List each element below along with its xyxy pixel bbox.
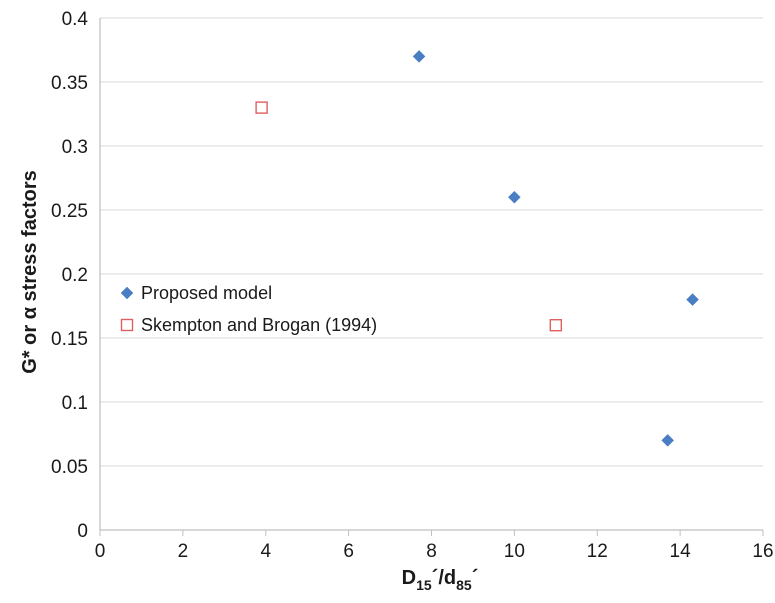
x-axis-title-main: D <box>402 567 416 589</box>
x-tick-label: 2 <box>178 541 189 562</box>
x-axis-title-sub1: 15 <box>416 577 432 593</box>
x-axis-title: D15´/d85´ <box>402 567 479 593</box>
proposed-model-point <box>412 50 426 63</box>
data-points <box>255 50 699 447</box>
legend-label: Proposed model <box>141 283 272 303</box>
y-tick-label: 0.25 <box>51 201 88 222</box>
x-tick-label: 16 <box>752 541 773 562</box>
y-tick-label: 0.35 <box>51 73 88 94</box>
legend-marker <box>120 286 134 300</box>
y-tick-label: 0.05 <box>51 457 88 478</box>
x-tick-label: 12 <box>587 541 608 562</box>
gridlines <box>100 17 763 467</box>
skempton-brogan-point <box>255 101 268 114</box>
x-tick-label: 8 <box>426 541 437 562</box>
x-tick-label: 14 <box>670 541 692 562</box>
x-axis-title-mid: ´/d <box>432 567 456 589</box>
proposed-model-point <box>686 293 699 306</box>
x-axis-title-sub2: 85 <box>456 577 472 593</box>
legend-label: Skempton and Brogan (1994) <box>141 315 377 335</box>
x-axis-title-end: ´ <box>472 567 479 589</box>
x-tick-label: 0 <box>95 541 106 562</box>
tick-labels: 0 2 4 6 8 10 12 14 16 0 0.05 0.1 0.15 0.2 0.25 0.3 0.35 0… <box>51 9 774 562</box>
proposed-model-point <box>661 434 675 447</box>
x-tick-label: 6 <box>343 541 354 562</box>
y-axis-title: G* or α stress factors <box>19 170 41 374</box>
x-tick-label: 4 <box>260 541 271 562</box>
axes <box>99 18 764 536</box>
y-tick-label: 0.3 <box>62 137 88 158</box>
skempton-brogan-point <box>549 319 563 332</box>
legend: Proposed model Skempton and Brogan (1994) <box>120 283 377 335</box>
legend-marker <box>120 318 134 332</box>
y-tick-label: 0 <box>77 521 88 542</box>
y-tick-label: 0.2 <box>62 265 88 286</box>
y-tick-label: 0.4 <box>62 9 89 30</box>
y-tick-label: 0.15 <box>51 329 88 350</box>
y-tick-label: 0.1 <box>62 393 88 414</box>
x-tick-label: 10 <box>504 541 525 562</box>
proposed-model-point <box>508 190 521 204</box>
